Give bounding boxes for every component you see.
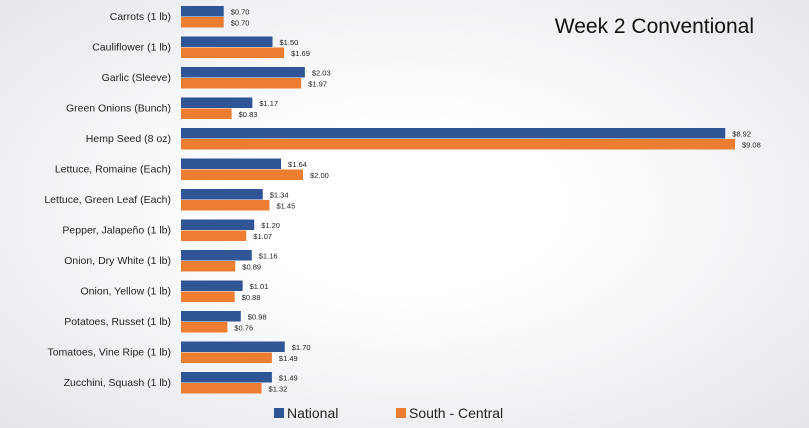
data-label-south-central-hemp-seed-8-oz: $9.08 [742,141,761,150]
data-label-south-central-garlic-sleeve: $1.97 [308,80,327,89]
bar-national-onion-yellow-1-lb [181,280,243,291]
bar-south-central-onion-yellow-1-lb [181,291,235,302]
bar-national-green-onions-bunch [181,97,253,108]
bar-national-lettuce-green-leaf-each [181,189,263,200]
bar-south-central-lettuce-green-leaf-each [181,200,270,211]
data-label-national-hemp-seed-8-oz: $8.92 [732,130,751,139]
data-label-south-central-carrots-1-lb: $0.70 [231,19,250,28]
data-label-south-central-pepper-jalape-o-1-lb: $1.07 [253,232,272,241]
bar-national-onion-dry-white-1-lb [181,250,252,261]
data-label-south-central-onion-yellow-1-lb: $0.88 [242,293,261,302]
category-label-tomatoes-vine-ripe-1-lb: Tomatoes, Vine Ripe (1 lb) [47,347,171,359]
bar-national-carrots-1-lb [181,6,224,17]
category-label-garlic-sleeve: Garlic (Sleeve) [102,72,171,84]
legend: National South - Central [274,405,503,421]
data-label-national-garlic-sleeve: $2.03 [312,69,331,78]
data-label-south-central-onion-dry-white-1-lb: $0.89 [242,263,261,272]
chart-title: Week 2 Conventional [555,15,754,38]
data-label-national-carrots-1-lb: $0.70 [231,8,250,17]
legend-swatch-national [274,408,284,418]
bar-south-central-hemp-seed-8-oz [181,139,735,150]
bar-south-central-cauliflower-1-lb [181,47,285,58]
legend-label-south-central: South - Central [409,405,503,421]
bar-south-central-lettuce-romaine-each [181,169,304,180]
data-label-south-central-zucchini-squash-1-lb: $1.32 [269,385,288,394]
data-label-national-onion-dry-white-1-lb: $1.16 [259,252,278,261]
category-label-cauliflower-1-lb: Cauliflower (1 lb) [92,42,171,54]
data-label-national-tomatoes-vine-ripe-1-lb: $1.70 [292,343,311,352]
legend-label-national: National [287,405,338,421]
bar-national-potatoes-russet-1-lb [181,311,241,322]
data-label-national-zucchini-squash-1-lb: $1.49 [279,374,298,383]
category-label-potatoes-russet-1-lb: Potatoes, Russet (1 lb) [64,316,171,328]
data-label-national-green-onions-bunch: $1.17 [259,99,278,108]
bar-national-zucchini-squash-1-lb [181,372,272,383]
bar-south-central-tomatoes-vine-ripe-1-lb [181,352,272,363]
data-label-south-central-lettuce-green-leaf-each: $1.45 [276,202,295,211]
bar-south-central-pepper-jalape-o-1-lb [181,230,247,241]
data-label-south-central-green-onions-bunch: $0.83 [239,110,258,119]
bar-south-central-zucchini-squash-1-lb [181,383,262,394]
category-label-pepper-jalape-o-1-lb: Pepper, Jalapeño (1 lb) [62,225,171,237]
category-label-zucchini-squash-1-lb: Zucchini, Squash (1 lb) [64,377,171,389]
bar-south-central-garlic-sleeve [181,78,302,89]
data-label-south-central-lettuce-romaine-each: $2.00 [310,171,329,180]
category-label-green-onions-bunch: Green Onions (Bunch) [66,103,171,115]
data-label-south-central-cauliflower-1-lb: $1.69 [291,49,310,58]
category-label-carrots-1-lb: Carrots (1 lb) [110,11,171,23]
bar-national-pepper-jalape-o-1-lb [181,219,255,230]
category-label-onion-yellow-1-lb: Onion, Yellow (1 lb) [81,286,171,298]
bar-national-lettuce-romaine-each [181,158,282,169]
data-label-national-onion-yellow-1-lb: $1.01 [250,282,269,291]
bar-south-central-green-onions-bunch [181,108,232,119]
bar-national-cauliflower-1-lb [181,36,273,47]
data-label-national-cauliflower-1-lb: $1.50 [280,38,299,47]
category-label-lettuce-romaine-each: Lettuce, Romaine (Each) [55,164,171,176]
data-label-south-central-tomatoes-vine-ripe-1-lb: $1.49 [279,354,298,363]
data-label-south-central-potatoes-russet-1-lb: $0.76 [234,324,253,333]
category-label-onion-dry-white-1-lb: Onion, Dry White (1 lb) [64,255,171,267]
bar-south-central-carrots-1-lb [181,17,224,28]
bar-national-garlic-sleeve [181,67,305,78]
data-label-national-pepper-jalape-o-1-lb: $1.20 [261,221,280,230]
bar-south-central-potatoes-russet-1-lb [181,322,228,333]
bars-layer: Carrots (1 lb) $0.70 $0.70 Cauliflower (1 l… [44,6,761,394]
data-label-national-lettuce-romaine-each: $1.64 [288,160,307,169]
bar-national-hemp-seed-8-oz [181,128,726,139]
data-label-national-potatoes-russet-1-lb: $0.98 [248,313,267,322]
data-label-national-lettuce-green-leaf-each: $1.34 [270,191,289,200]
bar-south-central-onion-dry-white-1-lb [181,261,236,272]
legend-swatch-south-central [396,408,406,418]
category-label-lettuce-green-leaf-each: Lettuce, Green Leaf (Each) [44,194,171,206]
bar-national-tomatoes-vine-ripe-1-lb [181,341,285,352]
category-label-hemp-seed-8-oz: Hemp Seed (8 oz) [86,133,171,145]
